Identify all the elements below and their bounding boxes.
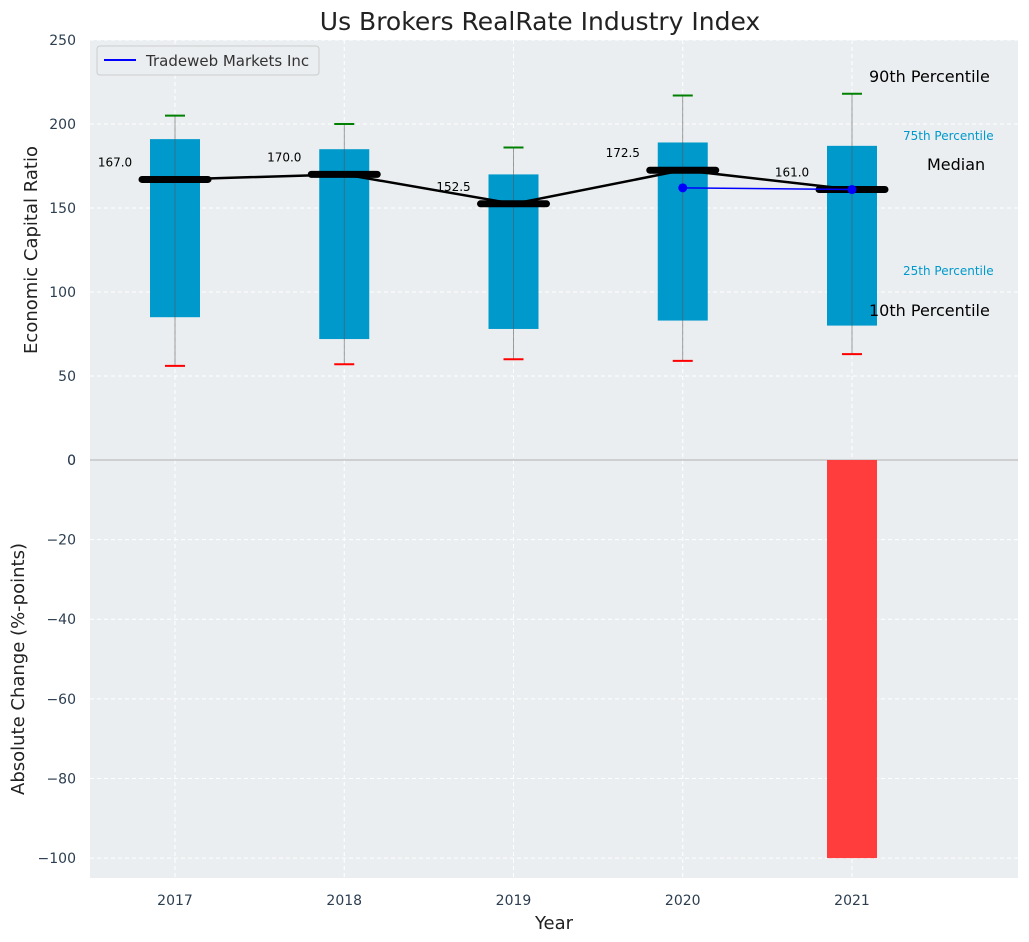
top-y-tick-label: 150	[49, 201, 76, 217]
median-value-label: 161.0	[775, 166, 809, 180]
x-axis-label: Year	[534, 913, 574, 934]
box-layer	[150, 92, 877, 367]
line-layer	[138, 166, 889, 208]
top-y-tick-label: 200	[49, 117, 76, 133]
annotation-median: Median	[927, 155, 985, 174]
bottom-y-tick-label: 0	[67, 453, 76, 469]
bottom-y-tick-label: −40	[46, 612, 76, 628]
median-value-label: 152.5	[436, 180, 470, 194]
company-point-2020	[678, 183, 688, 193]
top-y-tick-label: 50	[58, 369, 76, 385]
median-value-label: 172.5	[606, 146, 640, 160]
company-line	[682, 187, 853, 191]
change-bar-2021	[827, 460, 877, 859]
annotation-p25: 25th Percentile	[903, 264, 994, 278]
x-tick-label: 2020	[665, 893, 701, 909]
bar-layer	[827, 460, 877, 859]
legend-box	[96, 45, 320, 76]
legend-label: Tradeweb Markets Inc	[145, 52, 309, 70]
company-point-2021	[847, 185, 857, 195]
median-value-label: 170.0	[267, 150, 301, 164]
bottom-y-axis-label: Absolute Change (%-points)	[8, 543, 29, 795]
bottom-y-tick-label: −60	[46, 692, 76, 708]
legend: Tradeweb Markets Inc	[96, 45, 320, 76]
annotation-p10: 10th Percentile	[869, 301, 990, 320]
top-y-tick-label: 0	[67, 453, 76, 469]
top-plot-area	[90, 40, 1018, 460]
x-tick-label: 2018	[326, 893, 362, 909]
chart-title: Us Brokers RealRate Industry Index	[320, 7, 760, 36]
bottom-plot-area	[90, 460, 1018, 878]
x-tick-label: 2021	[834, 893, 870, 909]
top-y-axis-label: Economic Capital Ratio	[21, 146, 42, 354]
annotation-p75: 75th Percentile	[903, 129, 994, 143]
annotation-p90: 90th Percentile	[869, 67, 990, 86]
x-tick-label: 2019	[496, 893, 532, 909]
bottom-y-tick-label: −20	[46, 533, 76, 549]
top-y-tick-label: 250	[49, 33, 76, 49]
median-value-label: 167.0	[98, 155, 132, 169]
top-y-tick-label: 100	[49, 285, 76, 301]
bottom-y-tick-label: −100	[38, 851, 76, 867]
bottom-y-tick-label: −80	[46, 771, 76, 787]
x-tick-label: 2017	[157, 893, 193, 909]
